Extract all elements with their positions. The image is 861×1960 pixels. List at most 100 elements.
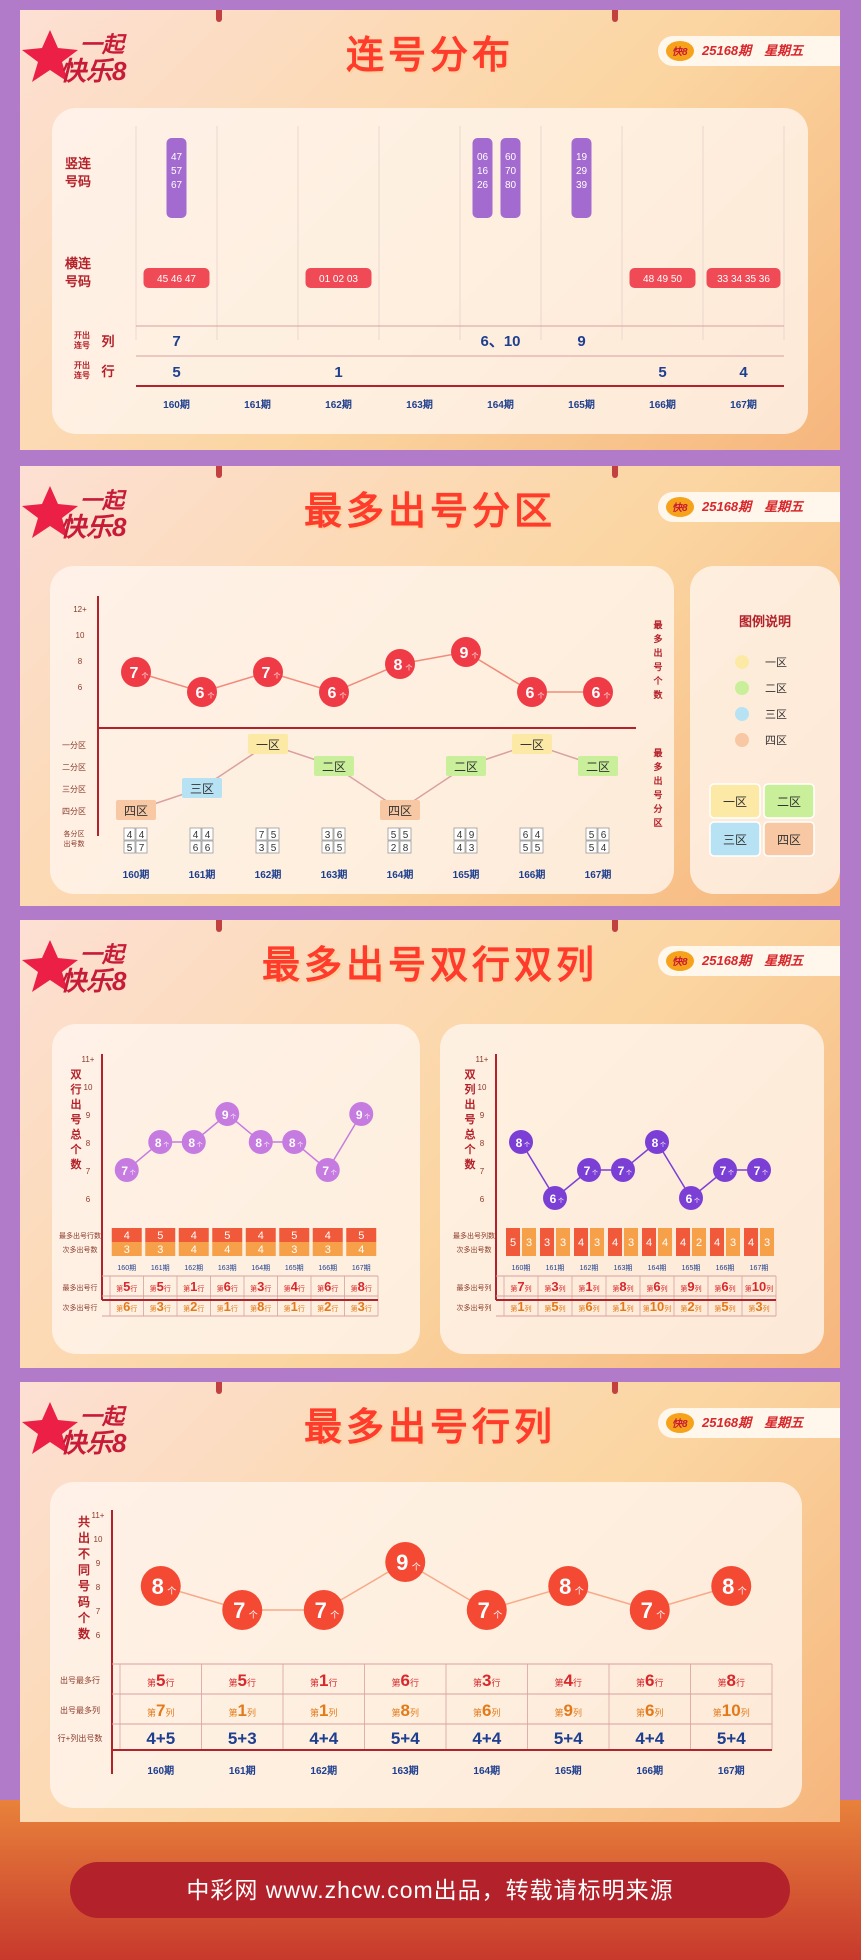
- row-value: 第6行: [636, 1671, 664, 1690]
- count-bubble: [611, 1158, 635, 1182]
- count-bubble: [303, 1590, 344, 1630]
- second-value: 4: [358, 1244, 364, 1256]
- count-bubble: [253, 657, 283, 687]
- row-value: 5: [658, 364, 666, 381]
- col-value: 7: [172, 333, 180, 350]
- y-tick: 11+: [82, 1055, 95, 1064]
- label-sum: 行+列出号数: [58, 1733, 103, 1743]
- count-bubble: [140, 1566, 181, 1606]
- row2-value: 第1列: [510, 1299, 531, 1314]
- issue-badge: 快8 25168期 星期五: [658, 492, 840, 522]
- horizontal-number: 48 49 50: [643, 274, 682, 285]
- pair-second-cell: [760, 1228, 774, 1256]
- vertical-number: 39: [576, 180, 588, 191]
- y-tick: 7: [480, 1167, 485, 1176]
- row2-value: 第2列: [680, 1299, 701, 1314]
- sum-value: 5+4: [391, 1729, 420, 1748]
- legend-tile-label: 二区: [777, 795, 801, 809]
- right-axis-label-count: 最多出号个数: [652, 619, 663, 700]
- pair-second-cell: [590, 1228, 604, 1256]
- count-unit: 个: [167, 1586, 176, 1596]
- pair-second-value: 3: [526, 1237, 532, 1249]
- period-label: 162期: [580, 1264, 599, 1272]
- zone-count-value: 6: [205, 843, 211, 854]
- count-unit: 个: [412, 1562, 421, 1572]
- zone-count-cell: [255, 827, 268, 841]
- count-bubble: [319, 677, 349, 707]
- svg-text:一起: 一起: [80, 1404, 127, 1429]
- zone-box: [380, 800, 420, 820]
- zone-count-value: 5: [391, 830, 397, 841]
- legend-label: 三区: [765, 709, 787, 721]
- period-label: 166期: [649, 398, 676, 411]
- zone-count-value: 4: [127, 830, 133, 841]
- period-label: 164期: [487, 398, 514, 411]
- row-value: 第5行: [147, 1671, 175, 1690]
- legend-tile-label: 一区: [723, 795, 747, 809]
- y-tick: 8: [480, 1139, 485, 1148]
- count-unit: 个: [538, 692, 545, 700]
- section-title: 连号分布: [345, 33, 514, 77]
- count-bubble: [215, 1102, 240, 1126]
- count-unit: 个: [728, 1170, 734, 1177]
- zone-count-value: 4: [601, 843, 607, 854]
- section-title: 最多出号分区: [303, 489, 556, 533]
- row-label-row: 开出: [74, 360, 90, 370]
- row1-value: 第1列: [578, 1279, 599, 1294]
- zone-count-cell: [333, 840, 346, 854]
- period-label: 160期: [512, 1264, 531, 1272]
- horizontal-number: 01 02 03: [319, 274, 358, 285]
- vertical-number: 26: [477, 180, 489, 191]
- pair-most-value: 3: [544, 1237, 550, 1249]
- count-value: 9: [222, 1108, 229, 1122]
- period-label: 162期: [310, 1764, 337, 1777]
- sum-value: 4+4: [472, 1729, 501, 1748]
- hanger: [612, 466, 618, 478]
- zone-count-cell: [399, 840, 412, 854]
- zone-count-value: 6: [193, 843, 199, 854]
- vertical-number: 16: [477, 166, 489, 177]
- y-tick: 11+: [92, 1511, 105, 1520]
- sum-value: 5+3: [228, 1729, 257, 1748]
- hanger: [216, 920, 222, 932]
- label-row: 出号最多行: [60, 1675, 100, 1685]
- vertical-number: 47: [171, 152, 183, 163]
- period-label: 163期: [406, 398, 433, 411]
- zone-count-value: 3: [325, 830, 331, 841]
- count-unit: 个: [493, 1610, 502, 1620]
- row2-value: 第3行: [351, 1299, 372, 1314]
- period-label: 166期: [716, 1264, 735, 1272]
- pair-second-cell: [726, 1228, 740, 1256]
- col-value: 第1列: [310, 1701, 338, 1720]
- row1-value: 第3行: [250, 1279, 271, 1294]
- vertical-number: 80: [505, 180, 517, 191]
- row2-value: 第1列: [612, 1299, 633, 1314]
- section-double: 一起 快乐8 最多出号双行双列 快8 25168期 星期五 双行出号总个数 11+ 10…: [20, 920, 840, 1368]
- zone-count-value: 5: [403, 830, 409, 841]
- count-unit: 个: [406, 664, 413, 672]
- section-consecutive: 一起 快乐8 连号分布 快8 25168期 星期五 竖连 号码 横连 号码 开出 连号列开出连…: [20, 10, 840, 450]
- y-tick: 11+: [476, 1055, 489, 1064]
- count-bubble: [713, 1158, 737, 1182]
- most-cell: [346, 1228, 377, 1242]
- y-tick: 7: [96, 1607, 101, 1616]
- second-value: 4: [191, 1244, 197, 1256]
- legend-title: 图例说明: [739, 614, 791, 629]
- zone-count-value: 4: [457, 843, 463, 854]
- row1-value: 第5行: [116, 1279, 137, 1294]
- horizontal-consecutive-box: [706, 268, 781, 288]
- zone-count-value: 4: [457, 830, 463, 841]
- period-label: 162期: [325, 398, 352, 411]
- pair-most-value: 4: [748, 1237, 754, 1249]
- count-value: 6: [526, 685, 535, 702]
- count-unit: 个: [142, 672, 149, 680]
- count-unit: 个: [524, 1142, 530, 1149]
- zone-count-cell: [531, 840, 544, 854]
- hanger: [216, 1382, 222, 1394]
- y-axis-label: 双行出号总个数: [70, 1068, 83, 1171]
